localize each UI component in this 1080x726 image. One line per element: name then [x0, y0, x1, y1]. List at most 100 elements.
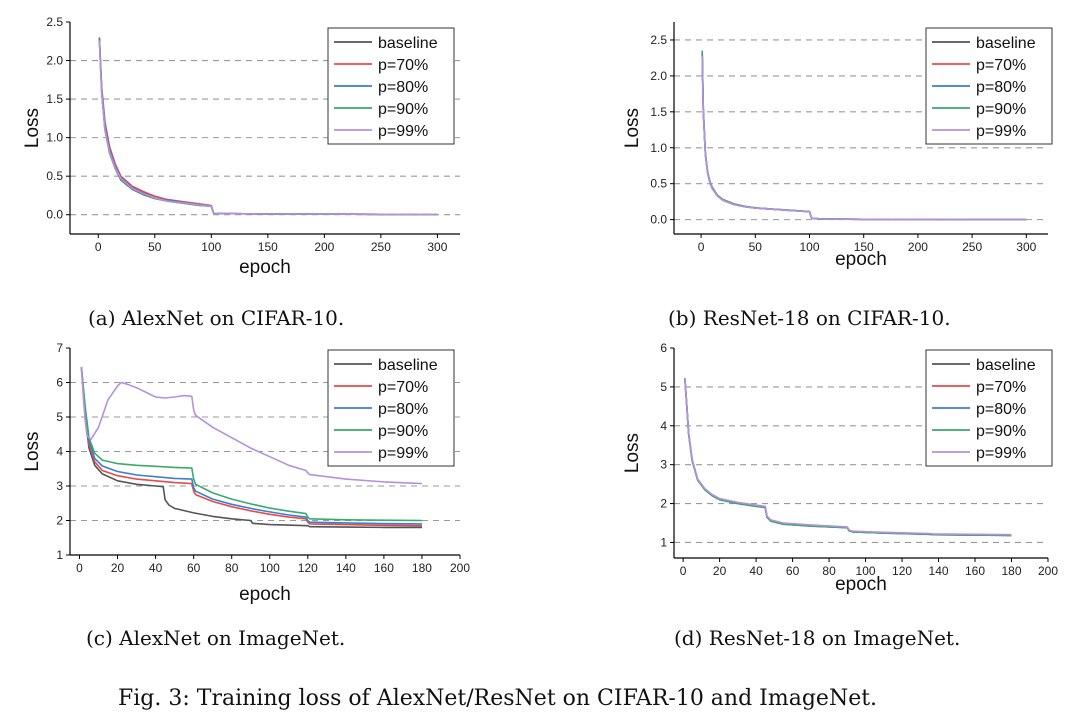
x-tick-label: 160 — [965, 564, 985, 578]
x-tick-label: 250 — [962, 240, 982, 254]
legend-label: p=70% — [976, 379, 1026, 396]
chart-alexnet-cifar10: 0.0 0.5 1.0 1.5 2.0 2.5 0 50 100 150 200 250 300 epoc… — [0, 0, 540, 300]
x-tick-label: 100 — [260, 561, 280, 575]
x-tick-label: 200 — [450, 561, 470, 575]
legend-label: p=99% — [976, 123, 1026, 140]
legend-label: p=80% — [378, 79, 428, 96]
y-axis-label: Loss — [622, 433, 643, 473]
x-tick-label: 150 — [258, 240, 278, 254]
y-tick-label: 2.5 — [46, 15, 63, 29]
y-tick-label: 2.5 — [650, 33, 667, 47]
x-tick-label: 180 — [412, 561, 432, 575]
x-axis-label: epoch — [239, 257, 291, 278]
figure-caption: Fig. 3: Training loss of AlexNet/ResNet … — [118, 686, 878, 711]
y-tick-label: 6 — [660, 341, 667, 355]
y-tick-label: 6 — [56, 376, 63, 390]
legend-label: p=99% — [378, 123, 428, 140]
x-tick-label: 300 — [427, 240, 447, 254]
y-tick-label: 1.0 — [650, 141, 667, 155]
chart-svg: 1 2 3 4 5 6 7 0 20 40 60 80 100 120 140 160 180 200 epoch L… — [22, 341, 470, 605]
legend-label: baseline — [976, 35, 1036, 52]
y-tick-label: 4 — [660, 419, 667, 433]
x-tick-label: 20 — [713, 564, 727, 578]
caption-a: (a) AlexNet on CIFAR-10. — [88, 306, 345, 330]
series-line — [80, 366, 423, 525]
series-line — [80, 366, 423, 522]
y-tick-label: 3 — [660, 458, 667, 472]
legend-label: p=90% — [378, 423, 428, 440]
x-tick-label: 50 — [148, 240, 162, 254]
legend-label: p=80% — [378, 401, 428, 418]
x-tick-label: 150 — [854, 240, 874, 254]
y-tick-label: 0.0 — [46, 208, 63, 222]
y-axis-label: Loss — [22, 431, 43, 471]
caption-d: (d) ResNet-18 on ImageNet. — [674, 626, 961, 650]
legend-label: p=90% — [976, 101, 1026, 118]
y-tick-label: 1.5 — [650, 105, 667, 119]
y-tick-label: 2.0 — [650, 69, 667, 83]
x-axis-label: epoch — [239, 584, 291, 605]
x-tick-label: 140 — [929, 564, 949, 578]
legend-label: p=99% — [378, 445, 428, 462]
x-tick-label: 300 — [1016, 240, 1036, 254]
legend-label: p=70% — [378, 57, 428, 74]
x-tick-label: 180 — [1001, 564, 1021, 578]
series-line — [98, 40, 438, 216]
legend-label: p=99% — [976, 445, 1026, 462]
x-tick-label: 80 — [822, 564, 836, 578]
y-tick-label: 3 — [56, 479, 63, 493]
y-tick-label: 2 — [56, 514, 63, 528]
x-tick-label: 50 — [749, 240, 763, 254]
series-line — [80, 366, 423, 527]
y-tick-label: 5 — [660, 380, 667, 394]
legend-label: baseline — [378, 357, 438, 374]
x-tick-label: 160 — [374, 561, 394, 575]
series-line — [80, 366, 423, 485]
x-tick-label: 0 — [76, 561, 83, 575]
chart-svg: 0.0 0.5 1.0 1.5 2.0 2.5 0 50 100 150 200 250 300 epoc… — [622, 22, 1053, 270]
y-tick-label: 2.0 — [46, 54, 63, 68]
x-tick-label: 100 — [799, 240, 819, 254]
legend-label: p=80% — [976, 401, 1026, 418]
chart-resnet18-cifar10: 0.0 0.5 1.0 1.5 2.0 2.5 0 50 100 150 200 250 300 epoc… — [600, 0, 1080, 300]
y-tick-label: 1.0 — [46, 131, 63, 145]
x-tick-label: 40 — [149, 561, 163, 575]
y-axis-label: Loss — [22, 108, 43, 148]
caption-c: (c) AlexNet on ImageNet. — [86, 626, 346, 650]
caption-b: (b) ResNet-18 on CIFAR-10. — [668, 306, 951, 330]
legend-label: baseline — [378, 35, 438, 52]
series-line — [684, 377, 1012, 536]
x-tick-label: 80 — [225, 561, 239, 575]
legend-label: baseline — [976, 357, 1036, 374]
x-tick-label: 200 — [1038, 564, 1058, 578]
x-tick-label: 0 — [680, 564, 687, 578]
chart-svg: 0.0 0.5 1.0 1.5 2.0 2.5 0 50 100 150 200 250 300 epoc… — [22, 15, 460, 278]
chart-alexnet-imagenet: 1 2 3 4 5 6 7 0 20 40 60 80 100 120 140 160 180 200 epoch L… — [0, 330, 540, 620]
legend-label: p=80% — [976, 79, 1026, 96]
x-tick-label: 0 — [95, 240, 102, 254]
x-tick-label: 120 — [298, 561, 318, 575]
x-axis-label: epoch — [835, 249, 887, 270]
y-tick-label: 5 — [56, 410, 63, 424]
y-tick-label: 2 — [660, 497, 667, 511]
x-tick-label: 20 — [111, 561, 125, 575]
y-axis-label: Loss — [622, 108, 643, 148]
y-tick-label: 0.0 — [650, 213, 667, 227]
legend-label: p=70% — [976, 57, 1026, 74]
x-tick-label: 60 — [786, 564, 800, 578]
legend-label: p=90% — [378, 101, 428, 118]
y-tick-label: 7 — [56, 341, 63, 355]
y-tick-label: 1 — [660, 535, 667, 549]
x-tick-label: 140 — [336, 561, 356, 575]
x-tick-label: 200 — [314, 240, 334, 254]
y-tick-label: 4 — [56, 445, 63, 459]
series-line — [80, 366, 422, 529]
y-tick-label: 0.5 — [650, 177, 667, 191]
legend-label: p=90% — [976, 423, 1026, 440]
legend-label: p=70% — [378, 379, 428, 396]
x-tick-label: 200 — [908, 240, 928, 254]
x-tick-label: 100 — [201, 240, 221, 254]
y-tick-label: 1.5 — [46, 92, 63, 106]
